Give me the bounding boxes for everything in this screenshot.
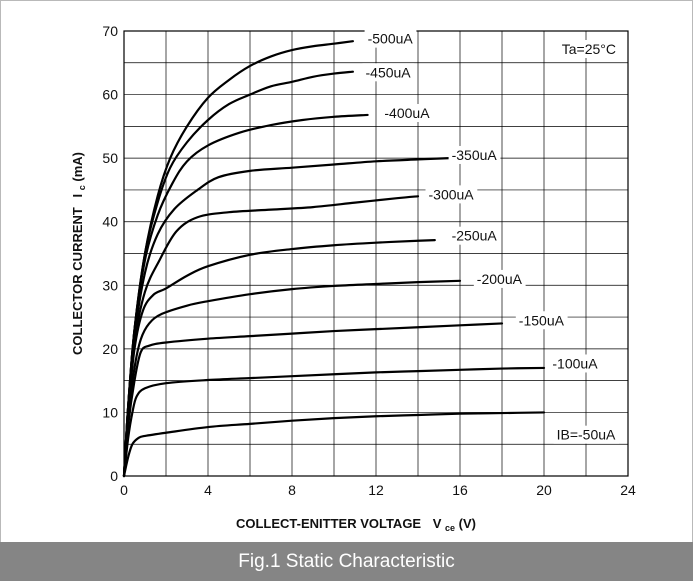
- x-axis-title-unit: (V): [459, 516, 476, 531]
- curve-300ua: [122, 195, 420, 478]
- curve-label-background: [553, 425, 620, 444]
- temperature-annotation: Ta=25°C: [562, 41, 616, 57]
- y-tick-label: 70: [102, 23, 118, 39]
- curve-label: -200uA: [477, 271, 523, 287]
- curve-100ua: [122, 366, 546, 478]
- curve-label: -350uA: [452, 147, 498, 163]
- curve-label: -300uA: [429, 186, 475, 202]
- x-axis-title-text: COLLECT-ENITTER VOLTAGE: [236, 516, 421, 531]
- curve-150ua: [122, 322, 504, 478]
- curves: [122, 40, 546, 478]
- curve-label: -150uA: [519, 312, 565, 328]
- y-tick-label: 10: [102, 404, 118, 420]
- curve-label-background: [448, 145, 501, 164]
- y-tick-label: 20: [102, 341, 118, 357]
- y-tick-label: 40: [102, 214, 118, 230]
- grid: [124, 31, 628, 476]
- annotation-background: [558, 40, 619, 58]
- curve-label-background: [448, 226, 501, 245]
- y-tick-label: 30: [102, 277, 118, 293]
- curve-label: -100uA: [552, 355, 598, 371]
- y-axis-title-unit: (mA): [70, 152, 85, 182]
- x-axis-title-subscript: ce: [445, 523, 455, 533]
- figure-caption-text: Fig.1 Static Characteristic: [238, 550, 455, 572]
- y-axis-title: COLLECTOR CURRENT I c (mA): [70, 152, 88, 355]
- x-tick-label: 24: [620, 482, 636, 498]
- y-axis-title-text: COLLECTOR CURRENT: [70, 207, 85, 355]
- curve-label-background: [473, 269, 526, 288]
- curve-label: -500uA: [368, 31, 414, 47]
- curve-label: IB=-50uA: [557, 427, 616, 443]
- y-axis-title-symbol: I: [70, 194, 85, 198]
- x-tick-label: 4: [204, 482, 212, 498]
- x-tick-label: 12: [368, 482, 384, 498]
- y-tick-label: 50: [102, 150, 118, 166]
- y-axis-title-subscript: c: [77, 185, 87, 190]
- tick-labels: 0 4 8 12 16 20 24 0 10 20 30 40 50 60 70: [102, 23, 636, 498]
- curve-label-background: [381, 104, 434, 123]
- curve-label-background: [549, 354, 602, 373]
- curve-label-background: [362, 63, 415, 82]
- curve-label-background: [515, 311, 568, 330]
- curve-250ua: [122, 239, 436, 478]
- figure-caption: Fig.1 Static Characteristic: [0, 542, 693, 581]
- x-tick-label: 0: [120, 482, 128, 498]
- curve-ib50ua: [122, 411, 546, 478]
- curve-label-background: [364, 29, 417, 48]
- curve-500ua: [122, 40, 354, 478]
- curve-200ua: [122, 279, 462, 478]
- curve-label-background: [425, 185, 478, 204]
- y-tick-label: 0: [110, 468, 118, 484]
- curve-label: -400uA: [384, 105, 430, 121]
- x-tick-label: 20: [536, 482, 552, 498]
- y-tick-label: 60: [102, 87, 118, 103]
- x-axis-title-symbol: V: [433, 516, 442, 531]
- x-tick-label: 16: [452, 482, 468, 498]
- curve-label: -450uA: [366, 64, 412, 80]
- curve-label: -250uA: [452, 228, 498, 244]
- static-characteristic-chart: 0 4 8 12 16 20 24 0 10 20 30 40 50 60 70 IB=-50uA -100u…: [70, 23, 636, 534]
- curve-labels: IB=-50uA -100uA -150uA -200uA -250uA -300uA -3…: [362, 29, 620, 444]
- x-axis-title: COLLECT-ENITTER VOLTAGE V ce (V): [236, 516, 476, 534]
- x-tick-label: 8: [288, 482, 296, 498]
